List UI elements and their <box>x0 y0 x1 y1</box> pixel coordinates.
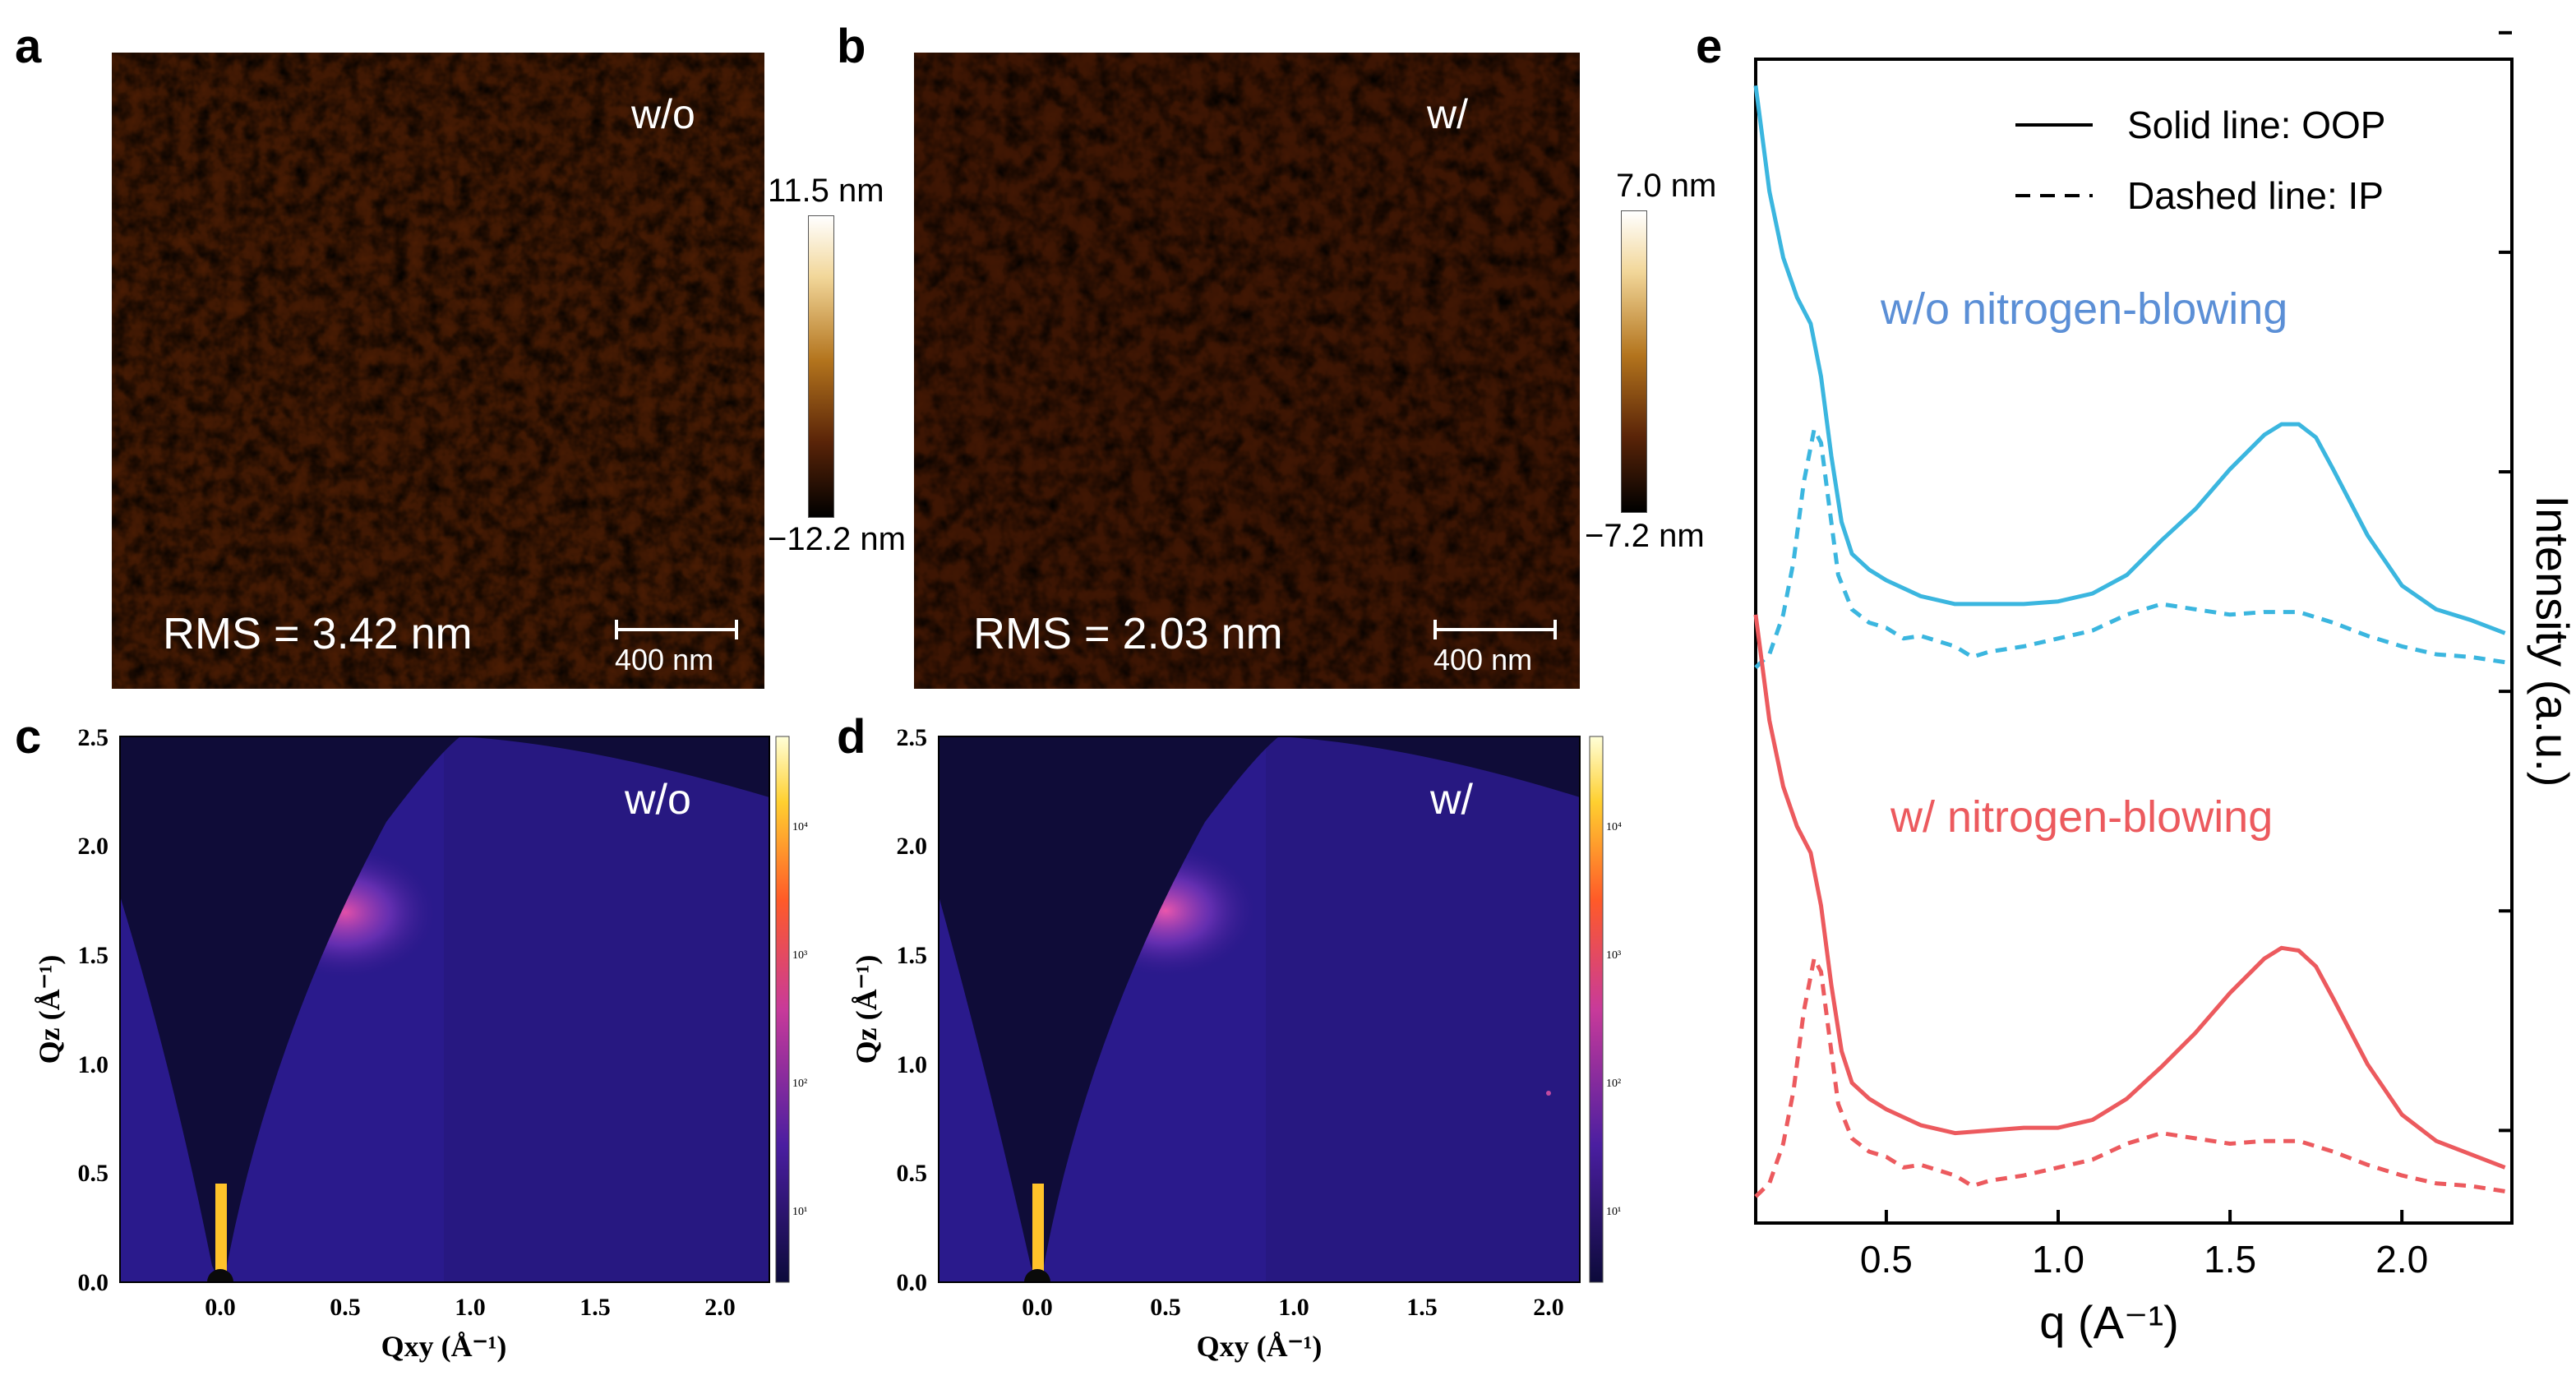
panel-label-b: b <box>837 20 866 73</box>
giwaxs-map-c: w/o 10⁴ 10³ 10² 10¹ 0.0 0.5 1.0 1.5 2.0 … <box>33 724 808 1363</box>
xtick-c-1: 0.5 <box>330 1294 361 1321</box>
giwaxs-map-d: w/ 10⁴ 10³ 10² 10¹ 0.0 0.5 1.0 1.5 2.0 2… <box>850 724 1622 1363</box>
cbar-tick-d-2: 10³ <box>1606 949 1621 962</box>
ytick-d-5: 2.5 <box>897 724 928 751</box>
ytick-c-2: 1.0 <box>78 1051 109 1078</box>
colorbar-a <box>808 215 834 518</box>
colorbar-b <box>1621 210 1647 513</box>
line-chart-e: 0.5 1.0 1.5 2.0 Solid line: OOP Dashed line… <box>1753 30 2576 1348</box>
x-tick-label: 1.0 <box>2032 1238 2084 1281</box>
xtick-d-3: 1.5 <box>1406 1294 1438 1321</box>
y-ticks-e <box>2499 30 2512 1133</box>
afm-image-b: w/ RMS = 2.03 nm 400 nm <box>914 53 1580 689</box>
afm-texture-a <box>112 53 764 689</box>
colorbar-min-a: −12.2 nm <box>768 521 906 557</box>
wo-oop-line <box>1753 85 2506 635</box>
ytick-d-1: 0.5 <box>897 1160 928 1187</box>
xtick-d-2: 1.0 <box>1278 1294 1309 1321</box>
panel-label-d: d <box>837 710 866 764</box>
sample-tag-d: w/ <box>1429 776 1474 824</box>
x-ticks-e: 0.5 1.0 1.5 2.0 <box>1860 1210 2428 1281</box>
w-oop-line <box>1753 614 2506 1170</box>
scalebar-a <box>615 628 738 631</box>
ytick-c-1: 0.5 <box>78 1160 109 1187</box>
scalebar-label-b: 400 nm <box>1433 643 1533 676</box>
scalebar-a-tick-left <box>615 620 618 639</box>
xtick-c-2: 1.0 <box>455 1294 486 1321</box>
x-tick-label: 2.0 <box>2375 1238 2428 1281</box>
xlabel-c: Qxy (Å⁻¹) <box>381 1330 507 1363</box>
annotation-wo: w/o nitrogen-blowing <box>1880 284 2287 334</box>
scalebar-label-a: 400 nm <box>615 643 714 676</box>
cbar-tick-d-1: 10⁴ <box>1606 821 1622 833</box>
xtick-d-4: 2.0 <box>1533 1294 1564 1321</box>
ytick-d-4: 2.0 <box>897 833 928 860</box>
w-ip-line <box>1754 956 2505 1198</box>
panel-label-c: c <box>15 710 42 764</box>
xtick-c-4: 2.0 <box>704 1294 736 1321</box>
scalebar-a-tick-right <box>735 620 738 639</box>
colorbar-min-b: −7.2 nm <box>1585 518 1705 554</box>
cbar-tick-c-3: 10² <box>792 1078 807 1090</box>
wo-ip-line <box>1754 427 2505 669</box>
xtick-c-3: 1.5 <box>579 1294 611 1321</box>
x-tick-label: 1.5 <box>2204 1238 2256 1281</box>
afm-image-a: w/o RMS = 3.42 nm 400 nm <box>112 53 764 689</box>
colorbar-max-a: 11.5 nm <box>768 173 884 209</box>
ytick-c-4: 2.0 <box>78 833 109 860</box>
scalebar-b-tick-right <box>1553 620 1557 639</box>
series-group-e <box>1753 85 2506 1198</box>
cbar-tick-c-4: 10¹ <box>792 1206 807 1218</box>
cbar-tick-d-3: 10² <box>1606 1078 1621 1090</box>
rms-label-a: RMS = 3.42 nm <box>163 609 473 658</box>
ytick-c-5: 2.5 <box>78 724 109 751</box>
legend-dashed-label: Dashed line: IP <box>2127 174 2384 217</box>
x-axis-label-e: q (A⁻¹) <box>2039 1296 2179 1348</box>
cbar-tick-c-1: 10⁴ <box>792 821 808 833</box>
scalebar-b-tick-left <box>1433 620 1437 639</box>
sample-tag-b: w/ <box>1427 91 1468 137</box>
x-tick-label: 0.5 <box>1860 1238 1913 1281</box>
xtick-c-0: 0.0 <box>205 1294 236 1321</box>
sample-tag-a: w/o <box>631 91 695 137</box>
ytick-d-3: 1.5 <box>897 942 928 969</box>
legend-solid-label: Solid line: OOP <box>2127 104 2385 146</box>
afm-texture-b <box>914 53 1580 689</box>
xtick-d-0: 0.0 <box>1022 1294 1053 1321</box>
sample-tag-c: w/o <box>624 776 691 824</box>
xtick-d-1: 0.5 <box>1150 1294 1181 1321</box>
xlabel-d: Qxy (Å⁻¹) <box>1197 1330 1323 1363</box>
ytick-d-2: 1.0 <box>897 1051 928 1078</box>
plot-frame-e <box>1754 58 2514 1225</box>
panel-label-a: a <box>15 20 42 73</box>
y-axis-label-e: Intensity (a.u.) <box>2527 496 2576 787</box>
panel-label-e: e <box>1696 20 1723 73</box>
ytick-c-3: 1.5 <box>78 942 109 969</box>
ytick-c-0: 0.0 <box>78 1269 109 1296</box>
scalebar-b <box>1433 628 1557 631</box>
rms-label-b: RMS = 2.03 nm <box>973 609 1283 658</box>
cbar-tick-d-4: 10¹ <box>1606 1206 1621 1218</box>
ylabel-d: Qz (Å⁻¹) <box>850 955 883 1064</box>
ylabel-c: Qz (Å⁻¹) <box>33 955 66 1064</box>
colorbar-max-b: 7.0 nm <box>1616 168 1717 204</box>
ytick-d-0: 0.0 <box>897 1269 928 1296</box>
cbar-tick-c-2: 10³ <box>792 949 807 962</box>
annotation-w: w/ nitrogen-blowing <box>1890 792 2273 842</box>
